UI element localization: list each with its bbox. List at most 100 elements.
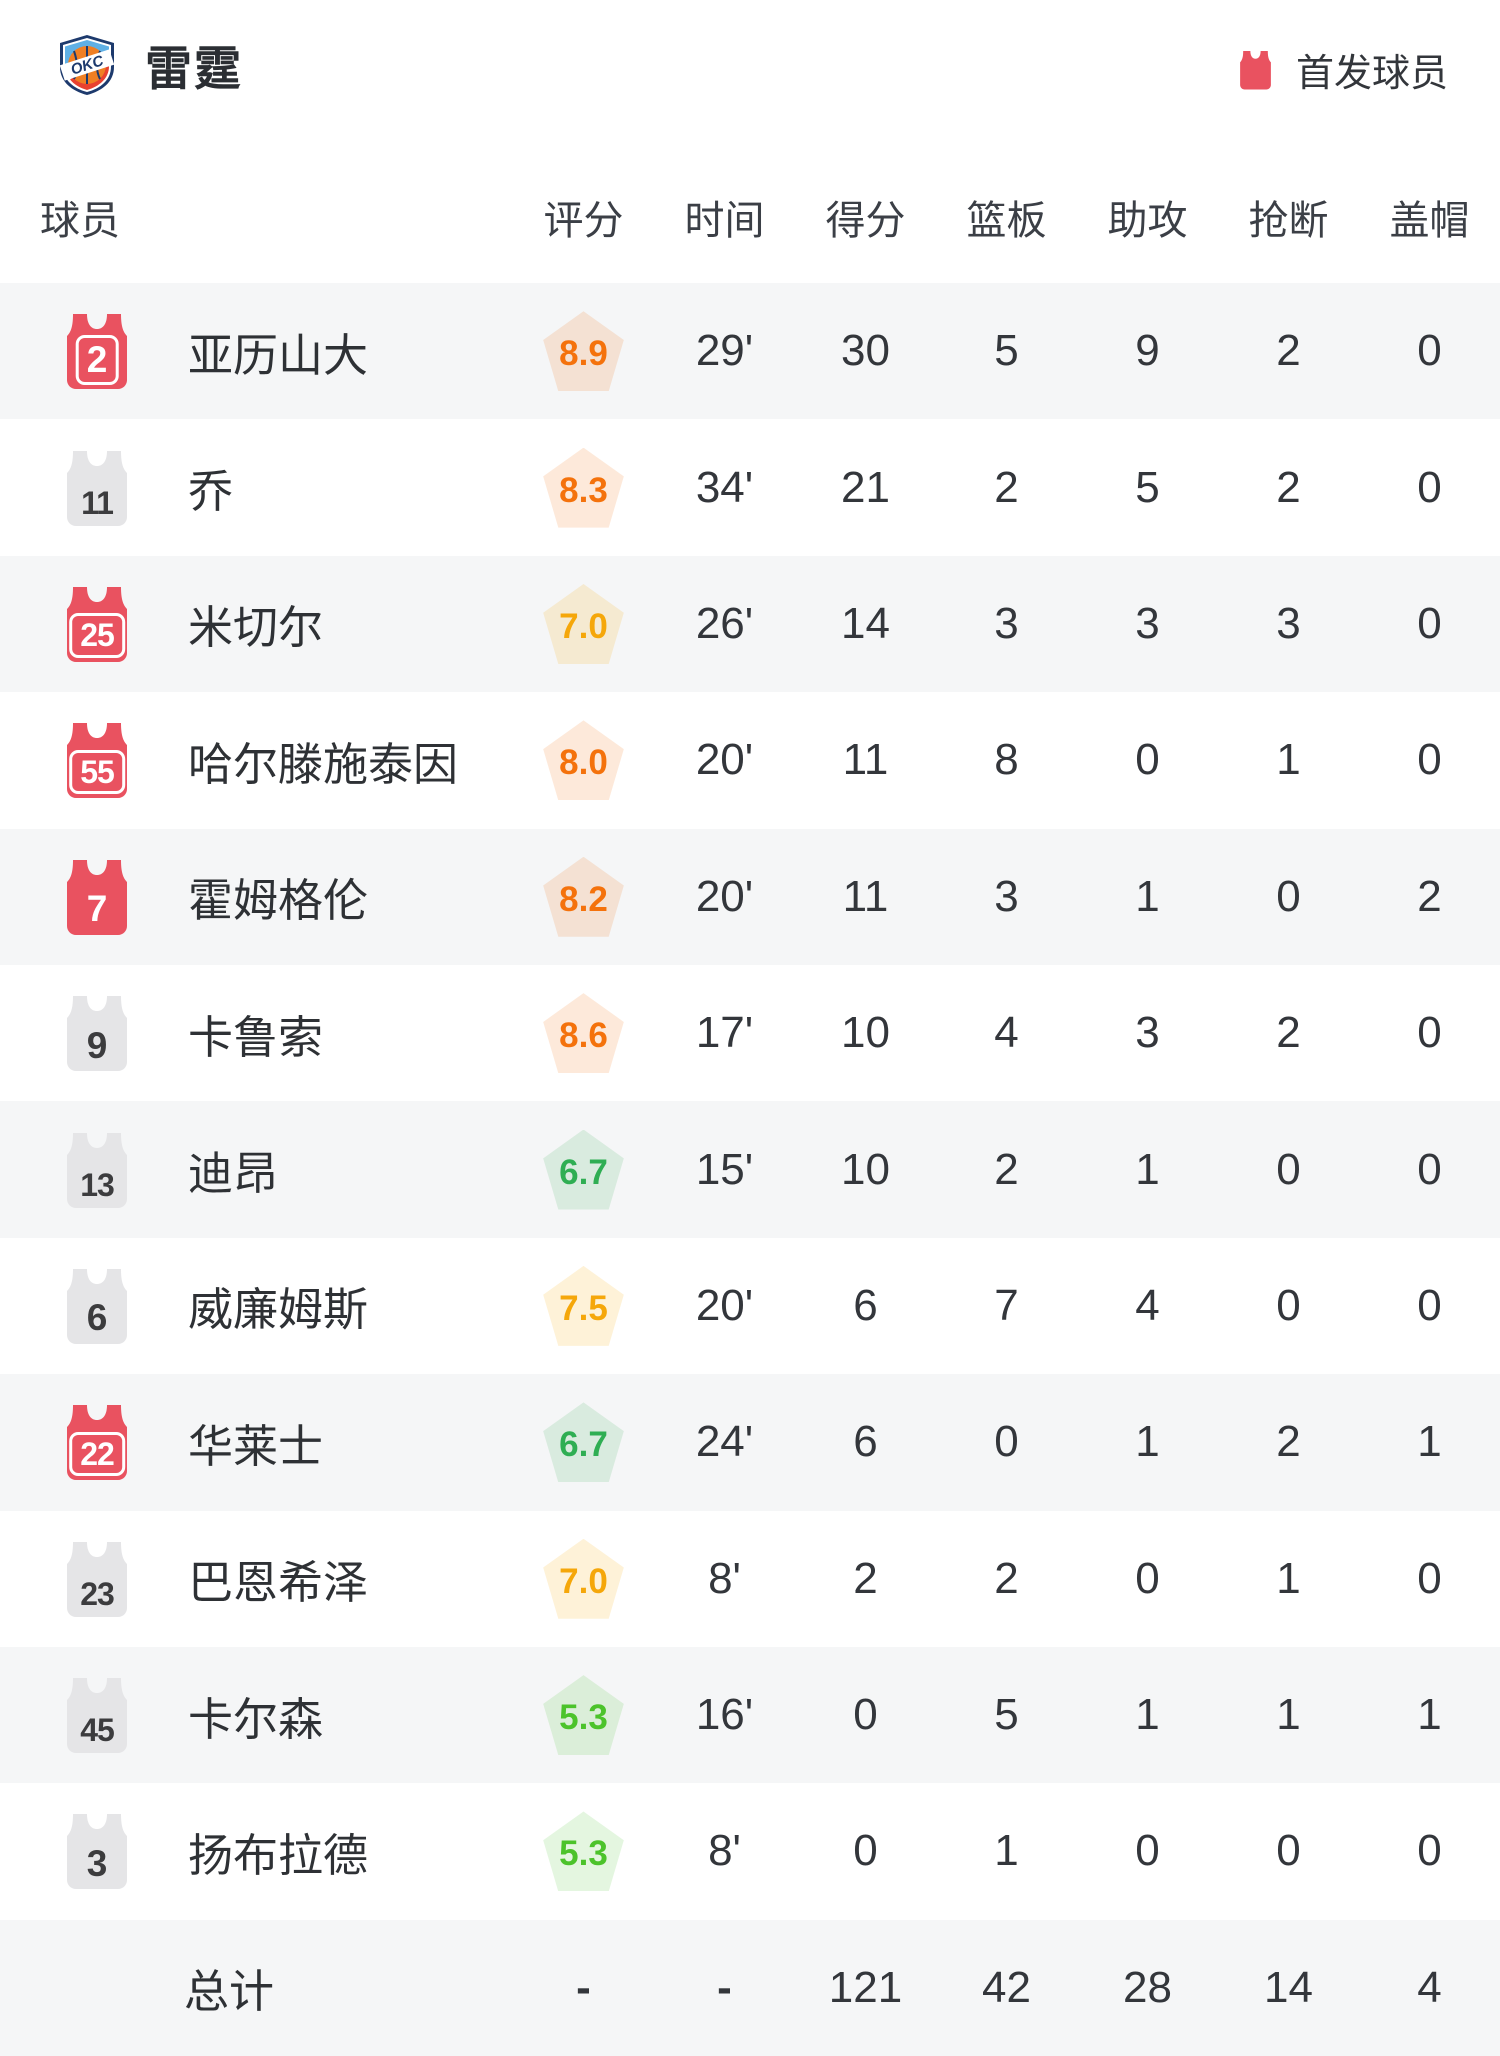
rating-cell: 8.9	[513, 311, 654, 392]
rebounds-cell: 8	[994, 735, 1019, 785]
player-cell: 23 巴恩希泽	[40, 1540, 513, 1618]
player-name: 亚历山大	[188, 329, 369, 381]
jersey-number: 2	[75, 334, 119, 386]
jersey-icon: 55	[60, 721, 134, 799]
points-cell: 6	[853, 1417, 878, 1467]
points-cell: 11	[842, 735, 889, 785]
blocks-cell: 0	[1417, 326, 1442, 376]
jersey-number: 25	[69, 613, 125, 658]
time-cell: 29'	[695, 326, 754, 376]
rating-badge: 5.3	[543, 1675, 624, 1756]
player-row[interactable]: 11 乔 8.3 34' 21 2 5 2 0	[0, 419, 1500, 555]
steals-cell: 2	[1276, 462, 1301, 512]
rating-badge: 8.0	[543, 720, 624, 801]
player-cell: 6 威廉姆斯	[40, 1267, 513, 1345]
player-row[interactable]: 45 卡尔森 5.3 16' 0 5 1 1 1	[0, 1646, 1500, 1784]
player-row[interactable]: 7 霍姆格伦 8.2 20' 11 3 1 0 2	[0, 828, 1500, 965]
rating-badge: 8.3	[543, 447, 624, 528]
rating-cell: 7.0	[513, 1538, 654, 1619]
jersey-icon: 45	[60, 1676, 134, 1754]
blocks-cell: 1	[1417, 1417, 1442, 1467]
rating-badge: 8.2	[543, 856, 624, 937]
jersey-icon: 25	[60, 585, 134, 663]
rating-cell: 8.3	[513, 447, 654, 528]
rating-cell: 6.7	[513, 1129, 654, 1210]
player-cell: 45 卡尔森	[40, 1676, 513, 1754]
assists-cell: 4	[1135, 1280, 1160, 1330]
column-header-2: 时间	[684, 198, 765, 243]
steals-cell: 0	[1276, 871, 1301, 921]
jersey-number: 3	[86, 1842, 108, 1884]
player-row[interactable]: 23 巴恩希泽 7.0 8' 2 2 0 1 0	[0, 1511, 1500, 1647]
assists-cell: 1	[1135, 1144, 1160, 1194]
assists-cell: 3	[1135, 1008, 1160, 1058]
player-row[interactable]: 3 扬布拉德 5.3 8' 0 1 0 0 0	[0, 1783, 1500, 1919]
steals-cell: 1	[1276, 1690, 1301, 1740]
rating-cell: 5.3	[513, 1675, 654, 1756]
column-header-6: 抢断	[1248, 198, 1329, 243]
starter-legend-label: 首发球员	[1295, 53, 1448, 95]
rating-cell: 8.2	[513, 856, 654, 937]
rebounds-cell: 3	[994, 871, 1019, 921]
points-cell: 2	[853, 1553, 878, 1603]
rating-badge: 8.6	[543, 993, 624, 1074]
rating-badge: 7.5	[543, 1265, 624, 1346]
player-cell: 22 华莱士	[40, 1403, 513, 1481]
jersey-number: 23	[80, 1575, 115, 1612]
column-header-7: 盖帽	[1389, 198, 1470, 243]
player-row[interactable]: 25 米切尔 7.0 26' 14 3 3 3 0	[0, 555, 1500, 693]
player-row[interactable]: 13 迪昂 6.7 15' 10 2 1 0 0	[0, 1101, 1500, 1238]
time-cell: 20'	[695, 1280, 754, 1330]
points-cell: 11	[842, 871, 889, 921]
jersey-icon: 22	[60, 1403, 134, 1481]
rebounds-cell: 2	[994, 462, 1019, 512]
rating-cell: 8.0	[513, 720, 654, 801]
rebounds-cell: 2	[994, 1144, 1019, 1194]
points-cell: 14	[841, 598, 890, 648]
player-name: 迪昂	[188, 1148, 279, 1200]
assists-cell: 3	[1135, 598, 1160, 648]
steals-cell: 1	[1276, 735, 1301, 785]
player-row[interactable]: 55 哈尔滕施泰因 8.0 20' 11 8 0 1 0	[0, 692, 1500, 828]
steals-cell: 2	[1276, 1417, 1301, 1467]
total-label-cell: 总计	[40, 1955, 513, 2020]
assists-cell: 1	[1135, 1690, 1160, 1740]
rating-badge: 7.0	[543, 1538, 624, 1619]
blocks-cell: 1	[1417, 1690, 1442, 1740]
time-cell: 8'	[708, 1553, 741, 1603]
blocks-cell: 0	[1417, 1280, 1442, 1330]
player-name: 米切尔	[188, 602, 324, 654]
player-name: 霍姆格伦	[188, 875, 369, 927]
player-row[interactable]: 2 亚历山大 8.9 29' 30 5 9 2 0	[0, 283, 1500, 420]
rating-badge: 5.3	[543, 1811, 624, 1892]
jersey-icon: 7	[60, 858, 134, 936]
time-cell: 26'	[695, 598, 754, 648]
jersey-number: 6	[86, 1297, 108, 1339]
time-cell: 8'	[708, 1826, 741, 1876]
player-cell: 25 米切尔	[40, 585, 513, 663]
points-cell: 0	[853, 1826, 878, 1876]
player-row[interactable]: 9 卡鲁索 8.6 17' 10 4 3 2 0	[0, 965, 1500, 1101]
player-table: 2 亚历山大 8.9 29' 30 5 9 2 0 11 乔 8.3 34' 2…	[0, 283, 1500, 2056]
rating-badge: 6.7	[543, 1402, 624, 1483]
time-cell: 20'	[695, 735, 754, 785]
jersey-number: 45	[80, 1712, 115, 1749]
time-cell: 20'	[695, 871, 754, 921]
jersey-number: 9	[86, 1024, 108, 1066]
rating-cell: 5.3	[513, 1811, 654, 1892]
steals-cell: 2	[1276, 1008, 1301, 1058]
jersey-number: 55	[69, 749, 125, 795]
steals-cell: 3	[1276, 598, 1301, 648]
player-row[interactable]: 6 威廉姆斯 7.5 20' 6 7 4 0 0	[0, 1238, 1500, 1374]
rating-cell: 6.7	[513, 1402, 654, 1483]
player-row[interactable]: 22 华莱士 6.7 24' 6 0 1 2 1	[0, 1374, 1500, 1511]
player-name: 威廉姆斯	[188, 1284, 369, 1336]
team-name: 雷霆	[145, 42, 243, 95]
rating-badge: 7.0	[543, 583, 624, 664]
jersey-icon: 23	[60, 1540, 134, 1618]
team-logo-icon: OKC	[59, 34, 115, 95]
points-cell: 30	[841, 326, 890, 376]
rebounds-cell: 7	[994, 1280, 1019, 1330]
rating-cell: 8.6	[513, 993, 654, 1074]
player-cell: 11 乔	[40, 449, 513, 527]
